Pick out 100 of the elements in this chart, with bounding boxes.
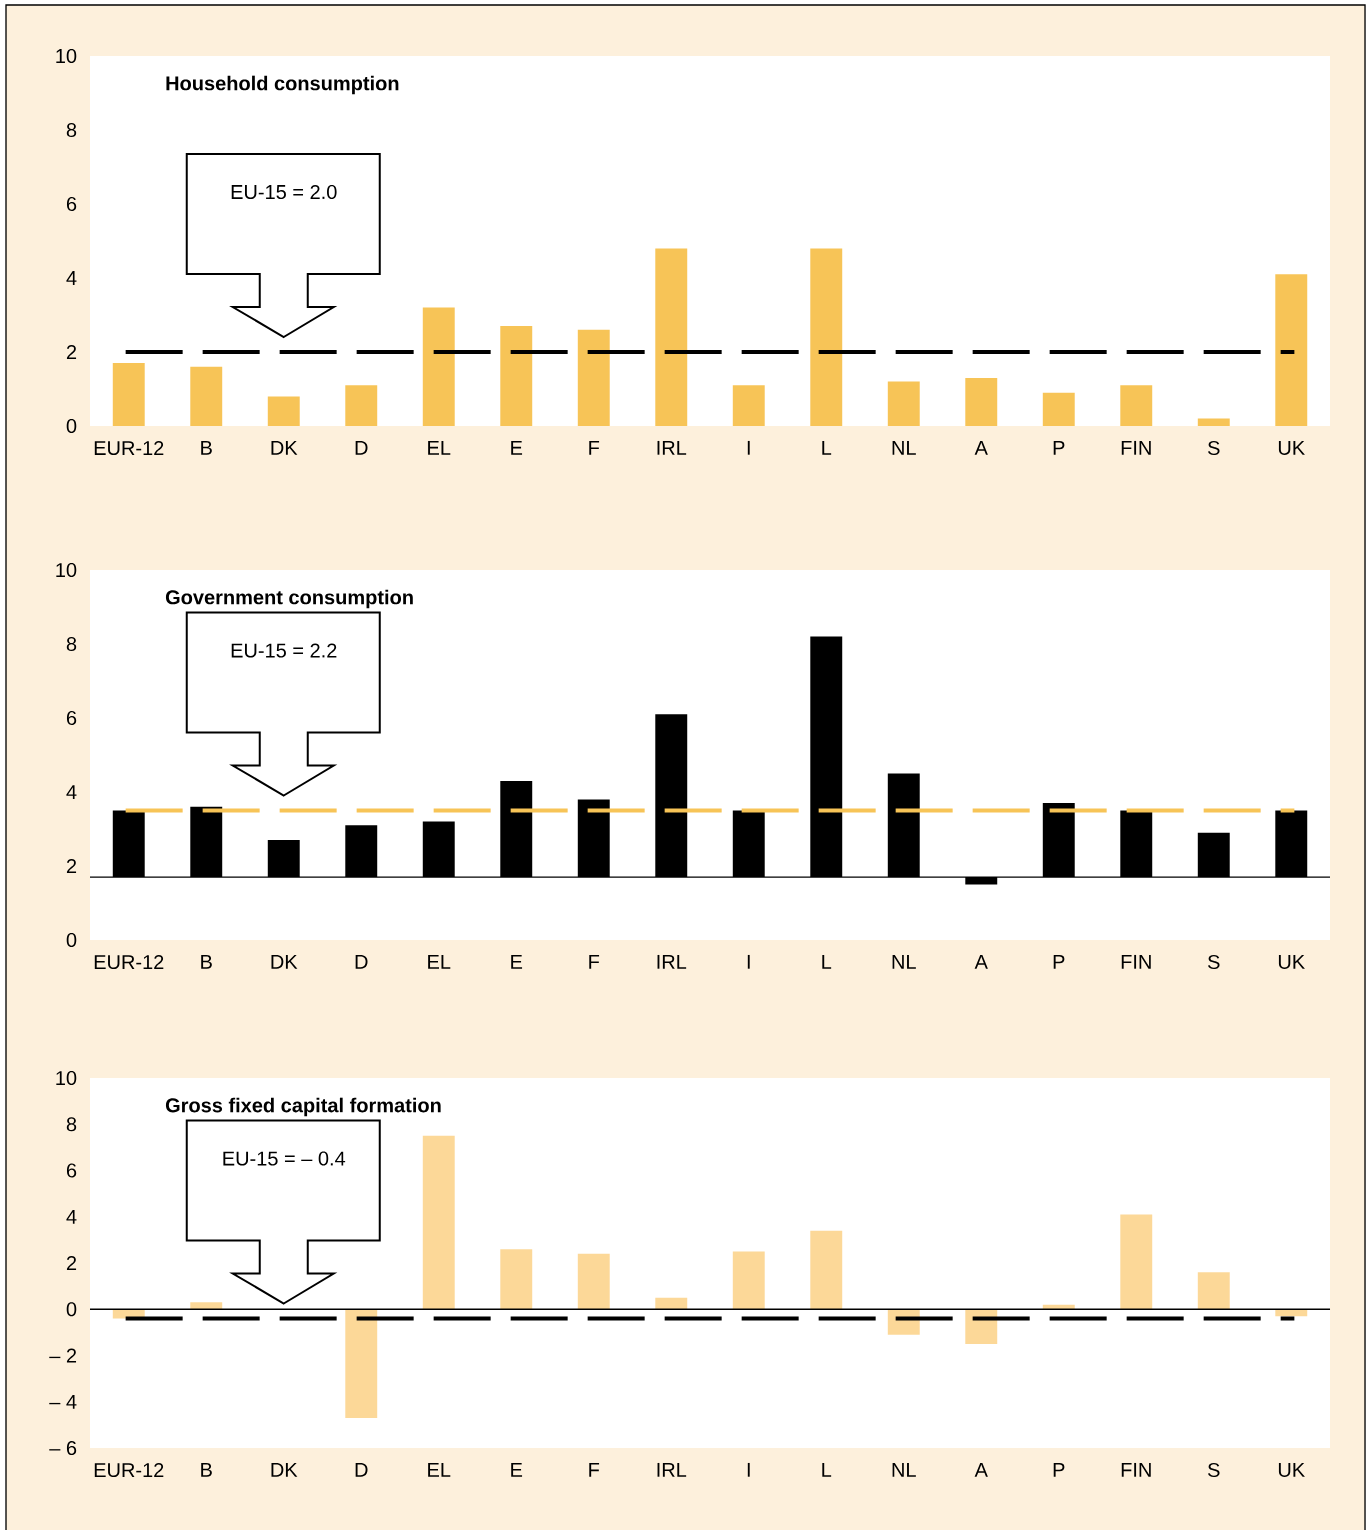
y-tick-label: 10 (56, 1070, 77, 1086)
x-tick-label: NL (892, 954, 916, 969)
x-tick-label: FIN (1121, 1462, 1151, 1477)
x-tick-label: S (1208, 1462, 1220, 1478)
x-tick-label: NL (892, 440, 916, 455)
bar (112, 363, 145, 426)
bar (422, 307, 455, 426)
x-tick-label: D (355, 1462, 368, 1477)
y-tick-label: 10 (56, 562, 77, 578)
bar (422, 1135, 455, 1310)
bar (1042, 392, 1075, 426)
bar (732, 1251, 765, 1310)
bar (267, 396, 300, 426)
x-tick-label: EL (428, 1462, 451, 1477)
x-tick-label: B (201, 1462, 212, 1477)
bar (345, 1309, 378, 1418)
x-tick-label: E (511, 1462, 523, 1477)
x-tick-label: UK (1278, 1462, 1305, 1477)
bar (1275, 274, 1308, 426)
x-tick-label: P (1053, 440, 1065, 455)
x-tick-label: D (355, 440, 368, 455)
x-tick-label: EL (428, 440, 451, 455)
bar (810, 1230, 843, 1310)
y-tick-label: 10 (56, 48, 77, 64)
bar (577, 329, 610, 426)
y-tick-label: 8 (66, 1117, 77, 1132)
x-tick-label: IRL (657, 1462, 687, 1477)
x-tick-label: EUR-12 (94, 440, 164, 456)
y-tick-label: 2 (66, 859, 77, 873)
x-tick-label: S (1208, 440, 1220, 456)
x-tick-label: L (822, 1462, 832, 1477)
bar (500, 326, 533, 426)
bar (965, 377, 998, 426)
x-tick-label: FIN (1121, 954, 1151, 969)
x-tick-label: EUR-12 (94, 1462, 164, 1478)
y-tick-label: – 2 (49, 1348, 77, 1363)
x-tick-label: P (1053, 954, 1065, 969)
y-tick-label: 0 (66, 1302, 77, 1317)
annotation: EU-15 = – 0.4 (223, 1151, 346, 1166)
bar (1197, 418, 1230, 426)
x-tick-label: B (201, 954, 212, 969)
bar (190, 1302, 223, 1310)
y-tick-label: 6 (66, 196, 77, 212)
x-tick-label: DK (271, 954, 298, 969)
annotation: EU-15 = 2.0 (231, 184, 337, 200)
x-tick-label: A (974, 954, 988, 969)
y-tick-label: – 6 (49, 1440, 77, 1456)
y-tick-label: – 4 (49, 1394, 77, 1409)
x-tick-label: I (747, 954, 750, 969)
bar (1197, 1272, 1230, 1310)
x-tick-label: DK (271, 1462, 298, 1477)
y-tick-label: 2 (66, 1256, 77, 1270)
x-tick-label: A (974, 1462, 988, 1477)
bar (810, 248, 843, 426)
x-tick-label: I (747, 440, 750, 455)
x-tick-label: D (355, 954, 368, 969)
x-tick-label: L (822, 440, 832, 455)
x-tick-label: IRL (657, 954, 687, 969)
x-tick-label: EUR-12 (94, 954, 164, 970)
bar (1120, 1214, 1153, 1310)
y-tick-label: 8 (66, 636, 77, 652)
bar (655, 248, 688, 426)
y-tick-label: 0 (66, 932, 77, 948)
x-tick-label: DK (271, 440, 298, 455)
x-tick-label: NL (892, 1462, 916, 1477)
bar (577, 1253, 610, 1310)
x-tick-label: EL (428, 954, 451, 969)
bar (190, 366, 223, 426)
y-tick-label: 6 (66, 1163, 77, 1178)
x-tick-label: E (511, 954, 523, 969)
y-tick-label: 2 (66, 345, 77, 359)
x-tick-label: F (589, 440, 600, 455)
x-tick-label: IRL (657, 440, 687, 455)
y-tick-label: 0 (66, 418, 77, 434)
y-tick-label: 8 (66, 122, 77, 138)
bar (1120, 385, 1153, 426)
y-tick-label: 4 (66, 1209, 77, 1224)
bar (655, 1297, 688, 1310)
y-tick-label: 4 (66, 785, 77, 799)
x-tick-label: UK (1278, 440, 1305, 455)
x-tick-label: S (1208, 954, 1220, 970)
bar (345, 385, 378, 426)
x-tick-label: FIN (1121, 440, 1151, 455)
x-tick-label: E (511, 440, 523, 455)
x-tick-label: A (974, 440, 988, 455)
x-tick-label: F (589, 1462, 600, 1477)
x-tick-label: I (747, 1462, 750, 1477)
x-tick-label: L (822, 954, 832, 969)
y-tick-label: 6 (66, 710, 77, 726)
x-tick-label: UK (1278, 954, 1305, 969)
text: Government consumption (165, 589, 413, 609)
x-tick-label: B (201, 440, 212, 455)
bar (500, 1249, 533, 1310)
text: Household consumption (166, 75, 399, 95)
y-tick-label: 4 (66, 271, 77, 285)
text: Gross fixed capital formation (165, 1097, 441, 1117)
x-tick-label: F (589, 954, 600, 969)
bar (732, 385, 765, 426)
bar (887, 381, 920, 426)
x-tick-label: P (1053, 1462, 1065, 1477)
